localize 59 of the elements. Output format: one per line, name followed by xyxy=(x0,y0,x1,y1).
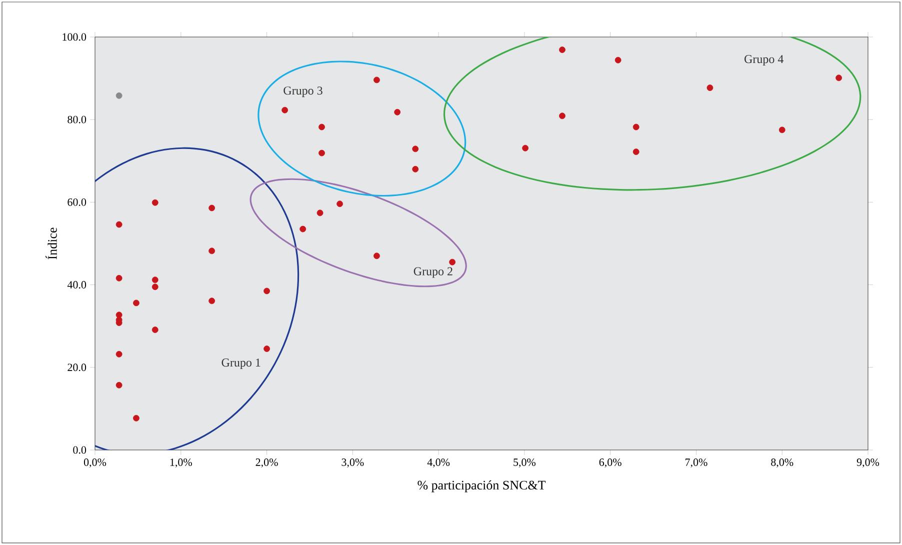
point xyxy=(316,210,324,216)
x-tick-label: 0,0% xyxy=(84,458,106,468)
y-tick-label: 20.0 xyxy=(68,364,86,372)
x-tick-label: 4,0% xyxy=(427,458,450,468)
x-tick-label: 5,0% xyxy=(514,458,536,468)
point xyxy=(282,106,288,114)
point xyxy=(116,221,122,228)
point xyxy=(152,276,158,284)
point xyxy=(152,326,158,334)
y-axis-title: Índice xyxy=(46,228,57,260)
point xyxy=(116,274,122,282)
point xyxy=(449,258,456,266)
point xyxy=(318,150,325,156)
point xyxy=(264,288,270,294)
point xyxy=(116,382,122,388)
x-tick-label: 7,0% xyxy=(685,458,708,468)
x-tick-label: 6,0% xyxy=(599,458,622,468)
x-tick-label: 2,0% xyxy=(256,458,278,468)
point xyxy=(614,56,622,64)
point xyxy=(300,226,306,232)
point xyxy=(412,146,419,152)
point xyxy=(318,124,325,130)
point xyxy=(208,298,216,304)
point xyxy=(522,144,529,152)
point xyxy=(559,46,566,53)
point xyxy=(336,200,343,208)
point xyxy=(374,252,380,260)
point xyxy=(412,166,419,172)
x-tick-label: 8,0% xyxy=(771,458,794,468)
x-tick-label: 9,0% xyxy=(856,458,880,468)
point xyxy=(632,124,640,130)
y-tick-label: 100.0 xyxy=(62,33,86,41)
annotation: Grupo 4 xyxy=(744,55,784,66)
point xyxy=(133,300,140,306)
point xyxy=(374,76,380,84)
y-tick-label: 0.0 xyxy=(73,446,86,454)
point xyxy=(559,112,566,120)
x-tick-label: 1,0% xyxy=(170,458,192,468)
x-tick-label: 3,0% xyxy=(342,458,364,468)
point xyxy=(706,84,714,91)
point xyxy=(152,199,158,206)
point xyxy=(208,248,216,254)
point xyxy=(778,126,786,134)
annotation: Grupo 3 xyxy=(284,86,322,98)
point xyxy=(632,148,640,156)
point xyxy=(836,74,842,82)
point xyxy=(116,350,122,358)
y-tick-label: 80.0 xyxy=(68,116,86,124)
point xyxy=(133,414,140,422)
point xyxy=(208,204,216,212)
x-axis-title: % participación SNC&T xyxy=(418,480,546,492)
annotation: Grupo 2 xyxy=(414,267,452,278)
y-tick-label: 40.0 xyxy=(67,281,86,289)
point xyxy=(264,346,270,352)
point xyxy=(152,284,158,290)
point xyxy=(116,92,122,99)
point xyxy=(394,108,401,116)
annotation: Grupo 1 xyxy=(222,358,260,370)
y-tick-label: 60.0 xyxy=(68,198,86,206)
